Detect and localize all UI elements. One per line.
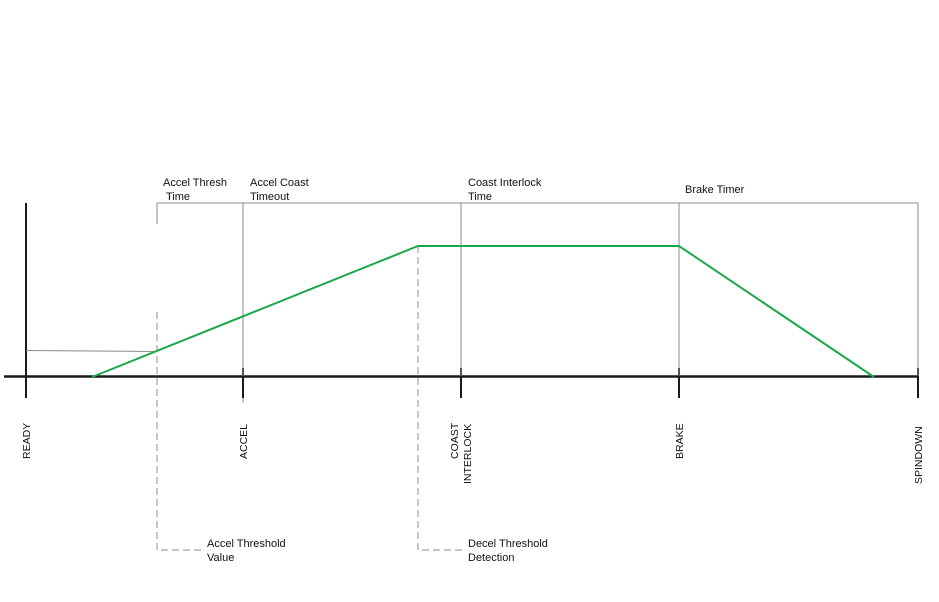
label-brake-timer-line1: Brake Timer (685, 184, 745, 196)
state-label-spindown-line1: SPINDOWN (913, 426, 925, 484)
label-accel-thresh-time-line2: Time (166, 191, 190, 203)
state-label-brake-line1: BRAKE (674, 423, 686, 459)
label-brake-timer: Brake Timer (685, 184, 745, 196)
label-decel-threshold-detection-line1: Decel Threshold (468, 538, 548, 550)
label-accel-threshold-value-line1: Accel Threshold (207, 538, 286, 550)
velocity-profile-line (91, 245, 875, 378)
state-label-accel: ACCEL (238, 424, 250, 459)
label-accel-thresh-time-line1: Accel Thresh (163, 177, 227, 189)
accel-threshold-level-line (25, 350, 158, 352)
label-accel-threshold-value: Accel Threshold Value (207, 538, 289, 564)
state-label-ready: READY (21, 423, 33, 459)
label-accel-coast-timeout-line2: Timeout (250, 191, 289, 203)
bracket-coast-interlock-time (461, 202, 680, 376)
label-accel-coast-timeout-line1: Accel Coast (250, 177, 309, 189)
bracket-accel-thresh-time (156, 202, 244, 376)
state-label-spindown: SPINDOWN (913, 426, 925, 484)
label-accel-coast-timeout: Accel Coast Timeout (250, 177, 312, 203)
label-coast-interlock-time: Coast Interlock Time (468, 177, 544, 203)
state-label-accel-line1: ACCEL (238, 424, 250, 459)
bracket-accel-coast-timeout (243, 202, 462, 376)
state-label-ready-line1: READY (21, 423, 33, 459)
dashed-decel-threshold-marker (417, 246, 462, 551)
label-coast-interlock-time-line2: Time (468, 191, 492, 203)
label-decel-threshold-detection: Decel Threshold Detection (468, 538, 551, 564)
state-label-coast-interlock-line1: COAST (449, 422, 461, 459)
dashed-accel-threshold-marker (156, 312, 203, 551)
bracket-brake-timer (679, 202, 919, 376)
state-label-coast-interlock: COAST INTERLOCK (449, 420, 474, 484)
label-accel-threshold-value-line2: Value (207, 552, 234, 564)
state-label-brake: BRAKE (674, 423, 686, 459)
label-accel-thresh-time: Accel Thresh Time (163, 177, 230, 203)
state-label-coast-interlock-line2: INTERLOCK (462, 424, 474, 484)
label-coast-interlock-time-line1: Coast Interlock (468, 177, 542, 189)
label-decel-threshold-detection-line2: Detection (468, 552, 514, 564)
